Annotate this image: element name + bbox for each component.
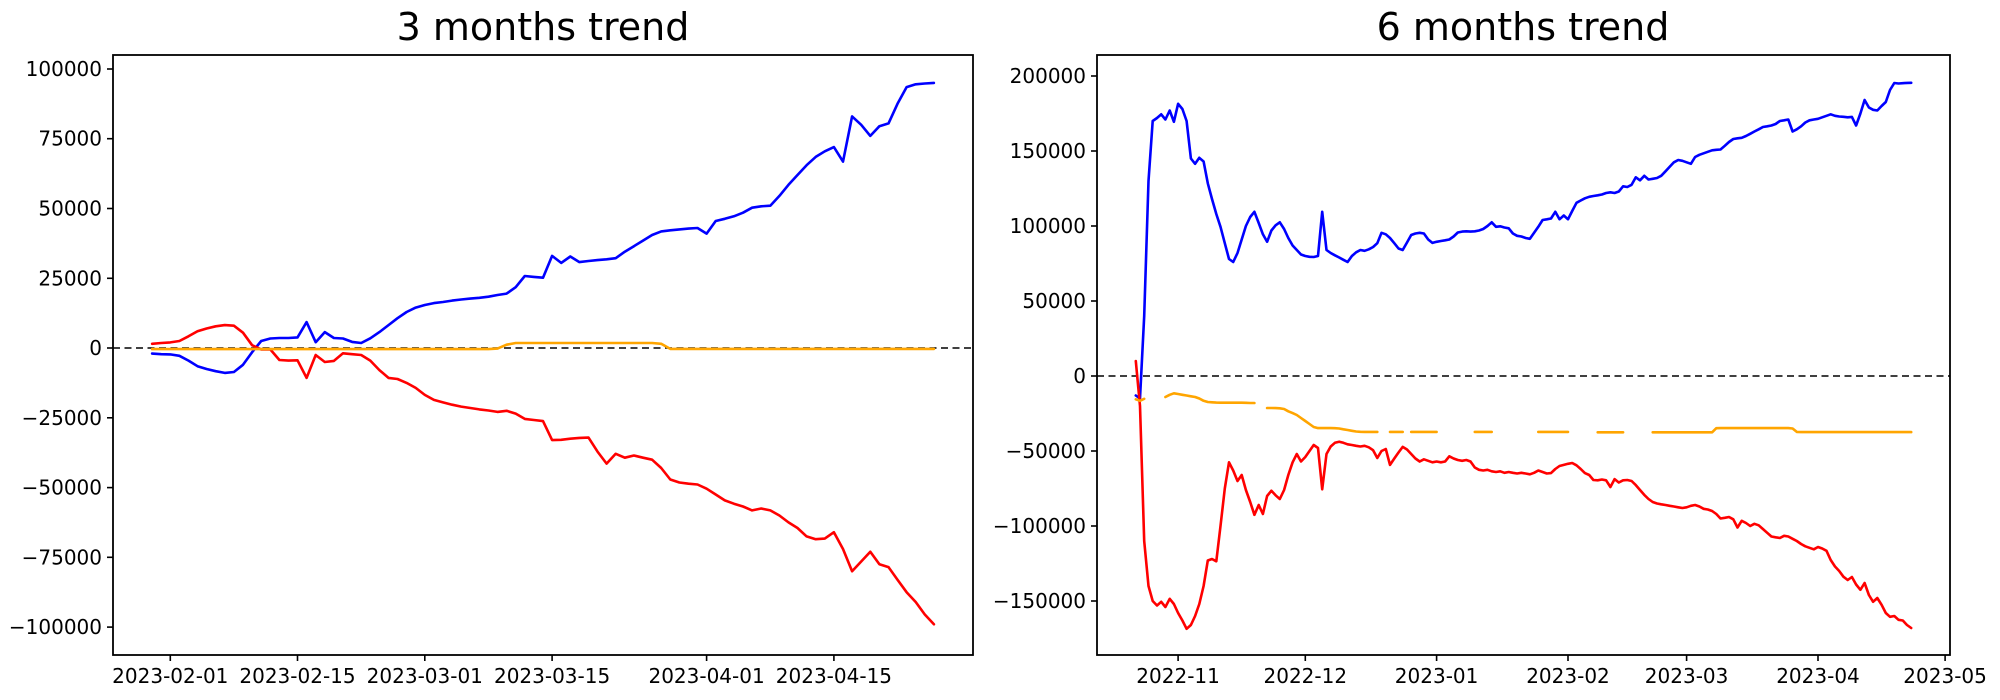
chart-6-months-trend: 2022-11 2022-12 2023-01 2023-02 2023-03 2023-…	[993, 54, 1987, 688]
y-tick-label: −50000	[1006, 439, 1086, 463]
y-tick-label: −100000	[9, 615, 102, 639]
plot-border	[1096, 54, 1951, 656]
x-tick-label: 2023-03-15	[494, 664, 610, 688]
x-tick-label: 2023-04-01	[648, 664, 764, 688]
blue-line	[150, 81, 936, 375]
y-axis: 100000 75000 50000 25000 0 −25000 −50000 −75000…	[9, 57, 113, 639]
chart-title-6-months: 6 months trend	[1377, 5, 1670, 49]
red-line	[150, 323, 936, 626]
x-tick-label: 2023-02	[1526, 664, 1610, 688]
x-tick-label: 2023-03	[1645, 664, 1729, 688]
y-tick-label: 0	[89, 336, 102, 360]
y-tick-label: 100000	[1010, 214, 1086, 238]
y-axis: 200000 150000 100000 50000 0 −50000 −100000 −15…	[993, 64, 1097, 613]
x-tick-label: 2023-02-01	[112, 664, 228, 688]
y-tick-label: 100000	[26, 57, 102, 81]
red-line	[1134, 359, 1913, 631]
orange-line	[1134, 392, 1913, 434]
x-tick-label: 2023-04-15	[776, 664, 892, 688]
x-axis: 2023-02-01 2023-02-15 2023-03-01 2023-03-15…	[112, 655, 892, 688]
y-tick-label: 200000	[1010, 64, 1086, 88]
chart-3-months-trend: 2023-02-01 2023-02-15 2023-03-01 2023-03-15…	[9, 54, 974, 688]
x-tick-label: 2023-03-01	[367, 664, 483, 688]
x-tick-label: 2022-12	[1264, 664, 1348, 688]
blue-line	[1134, 81, 1913, 400]
x-tick-label: 2023-01	[1395, 664, 1479, 688]
x-tick-label: 2023-05	[1903, 664, 1987, 688]
y-tick-label: −150000	[993, 589, 1086, 613]
y-tick-label: −100000	[993, 514, 1086, 538]
chart-title-3-months: 3 months trend	[397, 5, 690, 49]
orange-line	[150, 341, 936, 351]
x-axis: 2022-11 2022-12 2023-01 2023-02 2023-03 2023-…	[1136, 655, 1987, 688]
y-tick-label: 50000	[38, 197, 102, 221]
x-tick-label: 2022-11	[1136, 664, 1220, 688]
y-tick-label: 75000	[38, 127, 102, 151]
y-tick-label: 25000	[38, 266, 102, 290]
plot-border	[112, 54, 974, 656]
x-tick-label: 2023-02-15	[239, 664, 355, 688]
y-tick-label: −75000	[22, 545, 102, 569]
y-tick-label: 50000	[1022, 289, 1086, 313]
y-tick-label: −25000	[22, 406, 102, 430]
y-tick-label: 150000	[1010, 139, 1086, 163]
y-tick-label: 0	[1073, 364, 1086, 388]
y-tick-label: −50000	[22, 476, 102, 500]
charts-layer: 2023-02-01 2023-02-15 2023-03-01 2023-03-15…	[9, 54, 1987, 688]
x-tick-label: 2023-04	[1776, 664, 1860, 688]
